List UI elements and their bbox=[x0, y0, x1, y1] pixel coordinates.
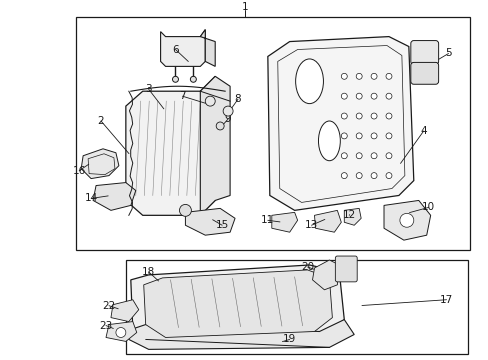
FancyBboxPatch shape bbox=[410, 41, 438, 64]
Circle shape bbox=[355, 133, 362, 139]
Circle shape bbox=[385, 173, 391, 179]
Text: 5: 5 bbox=[445, 49, 451, 58]
Circle shape bbox=[370, 133, 376, 139]
Polygon shape bbox=[344, 208, 361, 225]
Circle shape bbox=[179, 204, 191, 216]
Text: 13: 13 bbox=[305, 220, 318, 230]
Text: 8: 8 bbox=[234, 94, 241, 104]
Text: 7: 7 bbox=[179, 91, 185, 101]
Text: 19: 19 bbox=[283, 334, 296, 345]
Ellipse shape bbox=[318, 121, 340, 161]
Text: 3: 3 bbox=[145, 84, 152, 94]
Text: 14: 14 bbox=[84, 193, 98, 203]
Circle shape bbox=[355, 173, 362, 179]
Text: 18: 18 bbox=[142, 267, 155, 277]
Polygon shape bbox=[200, 30, 215, 66]
Circle shape bbox=[341, 173, 346, 179]
Polygon shape bbox=[125, 76, 215, 215]
Circle shape bbox=[216, 122, 224, 130]
Text: 10: 10 bbox=[421, 202, 434, 212]
FancyBboxPatch shape bbox=[335, 256, 356, 282]
Circle shape bbox=[341, 113, 346, 119]
Text: 20: 20 bbox=[301, 262, 313, 272]
Text: 2: 2 bbox=[98, 116, 104, 126]
Polygon shape bbox=[383, 201, 430, 240]
Polygon shape bbox=[200, 76, 230, 215]
Circle shape bbox=[385, 113, 391, 119]
Polygon shape bbox=[160, 30, 205, 66]
Bar bbox=[76, 17, 469, 250]
Circle shape bbox=[385, 153, 391, 159]
Polygon shape bbox=[128, 320, 353, 349]
Polygon shape bbox=[314, 210, 341, 232]
Bar bbox=[125, 260, 468, 354]
Polygon shape bbox=[312, 260, 339, 290]
Polygon shape bbox=[143, 270, 332, 337]
Circle shape bbox=[385, 93, 391, 99]
Text: 11: 11 bbox=[261, 215, 274, 225]
Polygon shape bbox=[81, 149, 119, 179]
Text: 1: 1 bbox=[241, 2, 248, 12]
FancyBboxPatch shape bbox=[410, 62, 438, 84]
Circle shape bbox=[355, 153, 362, 159]
Text: 16: 16 bbox=[72, 166, 85, 176]
Text: 12: 12 bbox=[342, 210, 355, 220]
Text: 23: 23 bbox=[99, 320, 112, 330]
Circle shape bbox=[341, 153, 346, 159]
Ellipse shape bbox=[295, 59, 323, 104]
Circle shape bbox=[370, 73, 376, 79]
Circle shape bbox=[370, 93, 376, 99]
Circle shape bbox=[205, 96, 215, 106]
Circle shape bbox=[385, 73, 391, 79]
Circle shape bbox=[190, 76, 196, 82]
Circle shape bbox=[223, 106, 233, 116]
Circle shape bbox=[116, 328, 125, 337]
Polygon shape bbox=[111, 300, 139, 321]
Circle shape bbox=[370, 173, 376, 179]
Circle shape bbox=[355, 113, 362, 119]
Circle shape bbox=[341, 133, 346, 139]
Text: 15: 15 bbox=[215, 220, 228, 230]
Circle shape bbox=[341, 73, 346, 79]
Circle shape bbox=[385, 133, 391, 139]
Circle shape bbox=[341, 93, 346, 99]
Polygon shape bbox=[131, 265, 344, 345]
Text: 21: 21 bbox=[342, 273, 355, 283]
Text: 17: 17 bbox=[439, 295, 452, 305]
Circle shape bbox=[355, 93, 362, 99]
Polygon shape bbox=[267, 37, 413, 210]
Text: 22: 22 bbox=[102, 301, 115, 311]
Polygon shape bbox=[271, 212, 297, 232]
Text: 9: 9 bbox=[224, 114, 231, 124]
Polygon shape bbox=[93, 183, 136, 210]
Circle shape bbox=[370, 113, 376, 119]
Circle shape bbox=[172, 76, 178, 82]
Polygon shape bbox=[185, 208, 235, 235]
Text: 6: 6 bbox=[172, 45, 179, 54]
Polygon shape bbox=[106, 321, 137, 341]
Text: 4: 4 bbox=[420, 126, 426, 136]
Circle shape bbox=[355, 73, 362, 79]
Circle shape bbox=[399, 213, 413, 227]
Circle shape bbox=[370, 153, 376, 159]
